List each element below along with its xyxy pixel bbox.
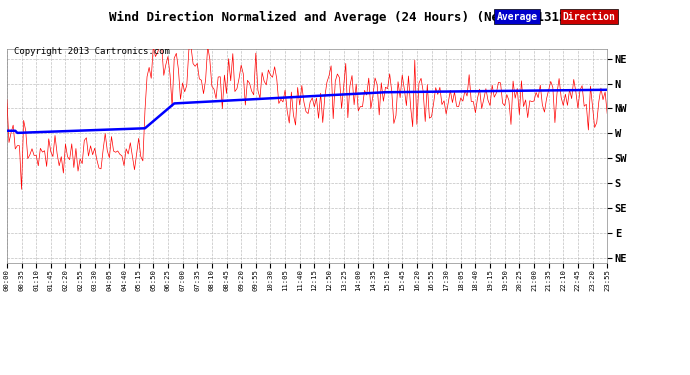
Text: Wind Direction Normalized and Average (24 Hours) (New) 20131229: Wind Direction Normalized and Average (2… bbox=[109, 11, 581, 24]
Text: Average: Average bbox=[497, 12, 538, 22]
Text: Copyright 2013 Cartronics.com: Copyright 2013 Cartronics.com bbox=[14, 47, 170, 56]
Text: Direction: Direction bbox=[562, 12, 615, 22]
